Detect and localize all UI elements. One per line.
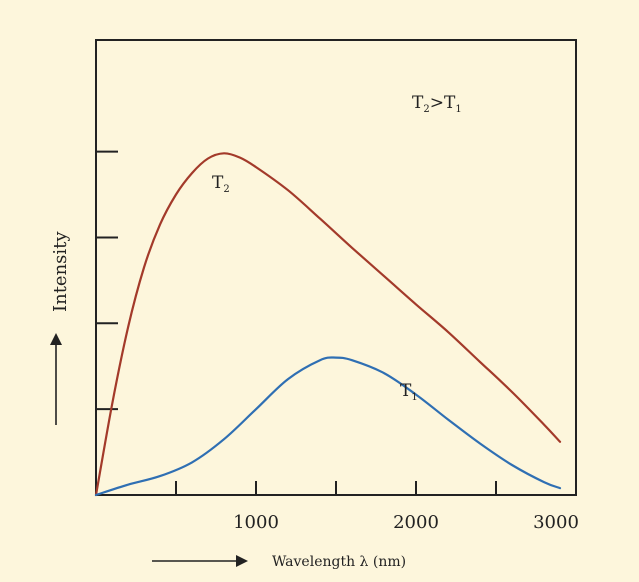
comparison-annotation: T2>T1 [412, 93, 462, 115]
y-axis-arrow-head [50, 333, 62, 345]
series-layer [94, 152, 562, 497]
x-tick-label-2000: 2000 [393, 512, 439, 533]
x-tick-label-3000: 3000 [533, 512, 579, 533]
series-line-t2 [94, 152, 562, 497]
tick-labels: 1000 2000 3000 [233, 512, 579, 533]
x-axis-label: Wavelength λ (nm) [272, 554, 406, 570]
tick-marks [96, 150, 497, 495]
series-label-t1: T1 [400, 381, 418, 403]
y-axis-title-group: Intensity [50, 231, 71, 425]
x-tick-label-1000: 1000 [233, 512, 279, 533]
x-axis-arrow-head [236, 555, 248, 567]
series-line-t1 [94, 356, 562, 497]
x-axis-title-group: Wavelength λ (nm) [152, 554, 406, 570]
series-label-t2: T2 [212, 173, 230, 195]
y-axis-label: Intensity [50, 231, 71, 312]
